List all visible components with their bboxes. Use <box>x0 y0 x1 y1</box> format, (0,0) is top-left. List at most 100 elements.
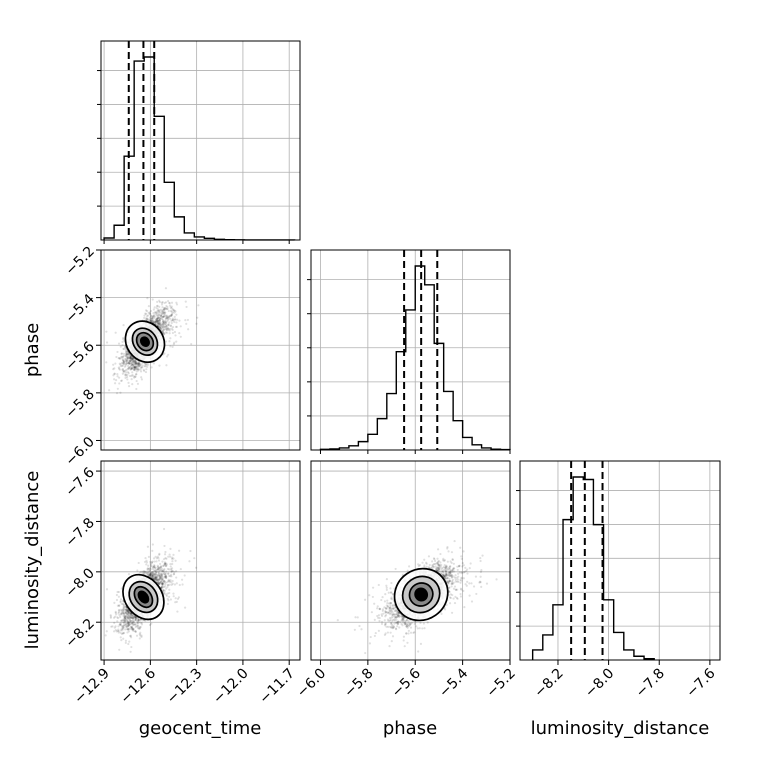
sample-point <box>163 328 166 331</box>
sample-point <box>149 316 152 319</box>
sample-point <box>155 317 159 320</box>
sample-point <box>129 365 132 369</box>
sample-point <box>139 363 142 367</box>
sample-point <box>132 620 135 624</box>
sample-point <box>118 367 121 370</box>
sample-point <box>124 374 127 377</box>
sample-point <box>132 363 135 367</box>
sample-point <box>158 310 161 313</box>
sample-point <box>120 627 123 631</box>
sample-point <box>137 364 140 367</box>
sample-point <box>189 549 192 553</box>
sample-point <box>133 367 136 370</box>
sample-point <box>122 618 125 621</box>
sample-point <box>157 319 161 322</box>
sample-point <box>168 568 171 571</box>
sample-point <box>165 570 168 573</box>
sample-point <box>124 608 127 611</box>
sample-point <box>127 612 130 615</box>
sample-point <box>138 637 141 640</box>
sample-point <box>376 614 379 618</box>
sample-point <box>163 325 167 329</box>
sample-point <box>127 372 130 375</box>
sample-point <box>178 583 181 587</box>
sample-point <box>159 318 162 321</box>
sample-point <box>155 578 158 582</box>
sample-point <box>129 364 133 368</box>
sample-point <box>445 565 448 568</box>
sample-point <box>130 357 133 360</box>
sample-point <box>121 619 124 622</box>
sample-point <box>135 364 138 367</box>
sample-point <box>121 368 124 371</box>
sample-point <box>158 319 161 322</box>
sample-point <box>125 362 128 365</box>
sample-point <box>135 362 138 365</box>
sample-point <box>153 320 156 323</box>
sample-point <box>150 319 153 322</box>
sample-point <box>149 562 152 565</box>
sample-point <box>138 633 141 636</box>
sample-point <box>112 368 115 371</box>
sample-point <box>120 610 123 613</box>
sample-point <box>151 317 154 320</box>
sample-point <box>165 557 168 560</box>
sample-point <box>128 356 132 359</box>
sample-point <box>152 321 155 324</box>
sample-point <box>167 599 170 602</box>
sample-point <box>140 634 143 637</box>
sample-point <box>126 608 129 612</box>
sample-point <box>124 641 127 644</box>
sample-point <box>157 573 161 576</box>
sample-point <box>162 310 165 313</box>
sample-point <box>127 620 130 624</box>
sample-point <box>160 324 163 327</box>
sample-point <box>123 611 126 615</box>
sample-point <box>128 616 132 619</box>
sample-point <box>113 367 116 370</box>
sample-point <box>176 318 179 321</box>
sample-point <box>134 616 138 619</box>
sample-point <box>127 611 130 614</box>
sample-point <box>166 326 169 330</box>
sample-point <box>177 549 181 552</box>
sample-point <box>150 572 153 575</box>
sample-point <box>118 648 121 651</box>
sample-point <box>163 572 166 575</box>
sample-point <box>162 589 165 592</box>
sample-point <box>449 565 452 568</box>
sample-point <box>148 569 151 572</box>
sample-point <box>167 318 170 321</box>
sample-point <box>127 624 130 627</box>
sample-point <box>165 316 168 320</box>
sample-point <box>164 340 168 343</box>
sample-point <box>170 305 173 308</box>
sample-point <box>131 626 134 629</box>
sample-point <box>153 572 156 576</box>
sample-point <box>136 364 139 367</box>
sample-point <box>155 557 158 560</box>
sample-point <box>165 307 169 311</box>
sample-point <box>122 360 126 364</box>
sample-point <box>155 573 158 576</box>
sample-point <box>168 574 171 577</box>
sample-point <box>130 645 133 649</box>
sample-point <box>152 573 155 576</box>
sample-point <box>383 619 386 622</box>
sample-point <box>126 609 129 613</box>
sample-point <box>196 316 199 319</box>
sample-point <box>151 574 154 577</box>
sample-point <box>138 364 141 367</box>
sample-point <box>175 313 178 316</box>
sample-point <box>396 622 400 625</box>
sample-point <box>162 570 165 573</box>
sample-point <box>122 609 125 613</box>
sample-point <box>155 317 158 320</box>
sample-point <box>136 619 139 622</box>
sample-point <box>122 626 125 629</box>
sample-point <box>119 622 122 625</box>
sample-point <box>162 564 165 567</box>
sample-point <box>162 311 165 314</box>
sample-point <box>119 356 122 359</box>
